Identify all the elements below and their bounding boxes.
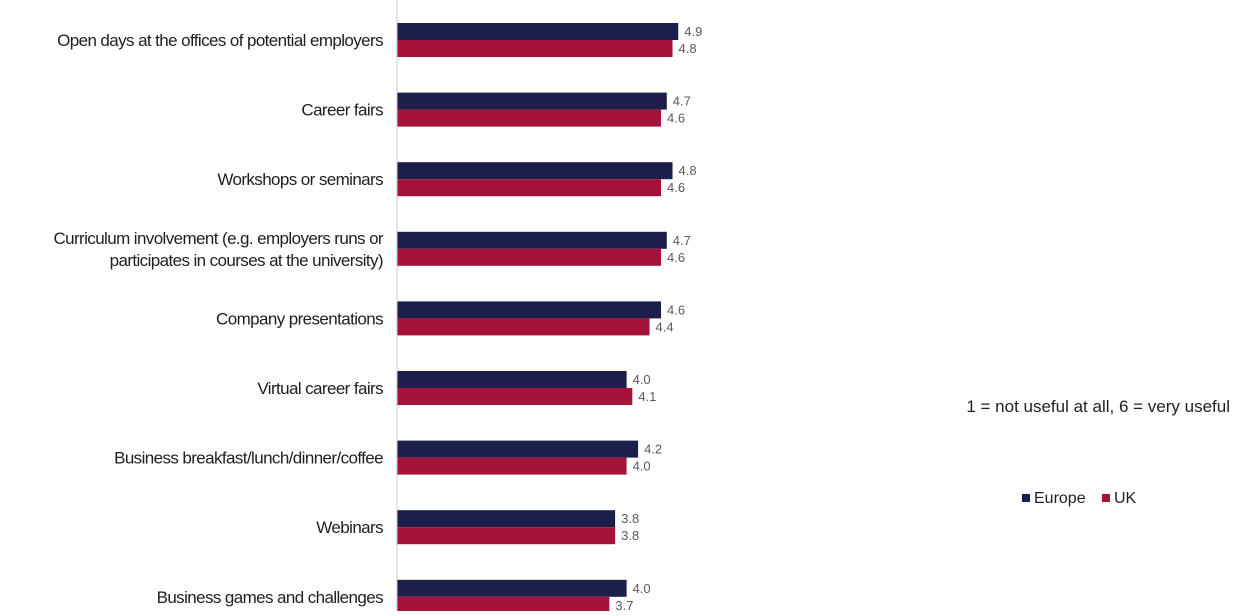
value-label: 3.7 bbox=[615, 598, 633, 611]
bar-uk bbox=[397, 179, 662, 197]
legend: Europe UK bbox=[1022, 490, 1137, 507]
category-label: Career fairs bbox=[301, 101, 383, 120]
bar-europe bbox=[397, 510, 616, 528]
bar-europe bbox=[397, 231, 667, 249]
value-label: 4.4 bbox=[656, 319, 674, 334]
value-label: 4.6 bbox=[667, 111, 685, 126]
bar-uk bbox=[397, 109, 662, 127]
category-label: Workshops or seminars bbox=[217, 170, 383, 189]
bar-europe bbox=[397, 23, 679, 40]
category-label: Business breakfast/lunch/dinner/coffee bbox=[114, 449, 383, 468]
category-label: Curriculum involvement (e.g. employers r… bbox=[53, 229, 383, 248]
value-label: 4.9 bbox=[684, 24, 702, 39]
legend-label-europe: Europe bbox=[1034, 490, 1086, 507]
bar-europe bbox=[397, 162, 673, 180]
value-label: 3.8 bbox=[621, 511, 639, 526]
value-labels: 4.9 4.8 4.7 4.6 4.8 4.6 4.7 4.6 4.6 4.4 4.0 4.1 4.2 4… bbox=[615, 24, 702, 613]
bars-layer bbox=[397, 23, 679, 614]
category-label: Business games and challenges bbox=[157, 588, 384, 607]
category-label: Open days at the offices of potential em… bbox=[57, 31, 383, 50]
value-label: 4.1 bbox=[638, 389, 656, 404]
value-label: 4.8 bbox=[679, 163, 697, 178]
bar-europe bbox=[397, 579, 627, 597]
category-label: Company presentations bbox=[216, 309, 383, 328]
value-label: 4.8 bbox=[679, 41, 697, 56]
legend-swatch-uk bbox=[1102, 494, 1110, 502]
value-label: 4.6 bbox=[667, 302, 685, 317]
bar-uk bbox=[397, 318, 650, 336]
value-label: 4.0 bbox=[633, 459, 651, 474]
bar-uk bbox=[397, 596, 610, 614]
bar-uk bbox=[397, 388, 633, 405]
category-label: Virtual career fairs bbox=[257, 379, 383, 398]
value-label: 4.2 bbox=[644, 442, 662, 457]
value-label: 4.0 bbox=[633, 372, 651, 387]
legend-label-uk: UK bbox=[1114, 490, 1137, 507]
bar-uk bbox=[397, 248, 662, 266]
value-label: 3.8 bbox=[621, 528, 639, 543]
value-label: 4.6 bbox=[667, 250, 685, 265]
category-label: participates in courses at the universit… bbox=[110, 251, 383, 270]
value-label: 4.7 bbox=[673, 233, 691, 248]
bar-europe bbox=[397, 92, 667, 110]
bar-uk bbox=[397, 457, 627, 475]
bar-uk bbox=[397, 527, 616, 545]
category-labels: Open days at the offices of potential em… bbox=[53, 31, 384, 607]
bar-europe bbox=[397, 371, 627, 388]
category-label: Webinars bbox=[316, 518, 383, 537]
value-label: 4.7 bbox=[673, 94, 691, 109]
value-label: 4.6 bbox=[667, 180, 685, 195]
scale-note: 1 = not useful at all, 6 = very useful bbox=[966, 397, 1230, 416]
bar-uk bbox=[397, 40, 673, 57]
bar-europe bbox=[397, 301, 662, 319]
value-label: 4.0 bbox=[633, 581, 651, 596]
bar-europe bbox=[397, 440, 639, 458]
legend-swatch-europe bbox=[1022, 494, 1030, 502]
